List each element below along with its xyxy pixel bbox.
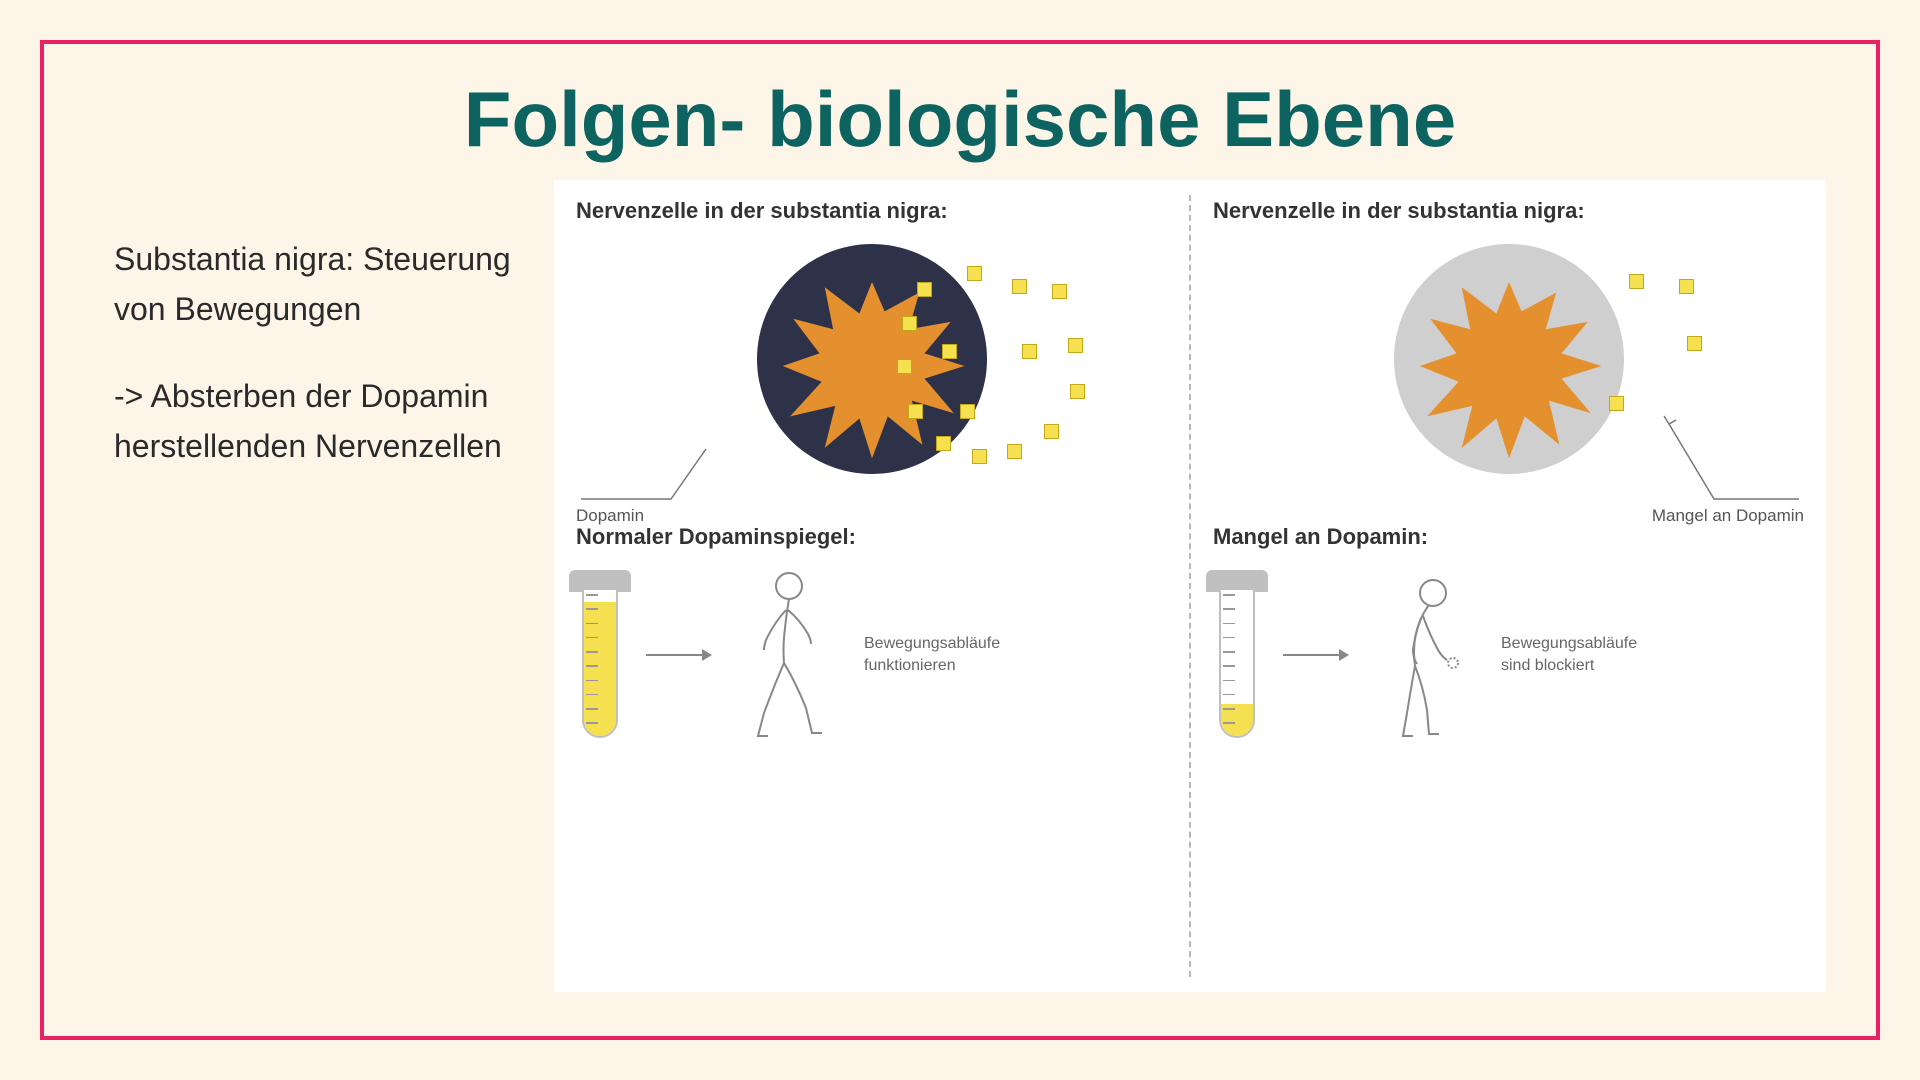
lower-heading-right: Mangel an Dopamin: [1213,524,1804,550]
cell-right: Mangel an Dopamin [1213,236,1804,496]
slide-frame: Folgen- biologische Ebene Substantia nig… [40,40,1880,1040]
tube-ticks [1223,594,1237,724]
tube-body-right [1219,590,1255,738]
panel-left-heading: Nervenzelle in der substantia nigra: [576,198,1167,224]
panel-right: Nervenzelle in der substantia nigra: Man… [1191,180,1826,992]
slide-title: Folgen- biologische Ebene [94,74,1826,165]
arrow-icon [644,645,714,665]
lower-heading-left: Normaler Dopaminspiegel: [576,524,1167,550]
body-text-1: Substantia nigra: Steuerung von Bewegung… [114,235,524,334]
tube-right [1213,570,1261,740]
lower-row-right: Bewegungsabläufe sind blockiert [1213,565,1804,745]
cell-label-right: Mangel an Dopamin [1652,506,1804,526]
neuron-icon [1404,261,1614,471]
arrow-icon [1281,645,1351,665]
caption-right: Bewegungsabläufe sind blockiert [1501,633,1651,676]
lower-row-left: Bewegungsabläufe funktionieren [576,565,1167,745]
body-text: Substantia nigra: Steuerung von Bewegung… [114,235,524,471]
diagram-area: Nervenzelle in der substantia nigra: Dop… [554,180,1826,992]
cell-left: Dopamin [576,236,1167,496]
tube-cap-icon [1206,570,1268,592]
content-row: Substantia nigra: Steuerung von Bewegung… [94,180,1826,992]
tube-body-left [582,590,618,738]
tube-left [576,570,624,740]
caption-left: Bewegungsabläufe funktionieren [864,633,1014,676]
body-text-2: -> Absterben der Dopamin herstellenden N… [114,372,524,471]
tube-ticks [586,594,600,724]
text-column: Substantia nigra: Steuerung von Bewegung… [94,180,524,992]
cell-label-left: Dopamin [576,506,644,526]
panel-left: Nervenzelle in der substantia nigra: Dop… [554,180,1189,992]
person-stooped-icon [1371,568,1481,743]
label-line-right [1604,404,1804,504]
slide-container: Folgen- biologische Ebene Substantia nig… [0,0,1920,1080]
label-line-left [576,434,726,504]
person-walking-icon [734,568,844,743]
panel-right-heading: Nervenzelle in der substantia nigra: [1213,198,1804,224]
tube-cap-icon [569,570,631,592]
